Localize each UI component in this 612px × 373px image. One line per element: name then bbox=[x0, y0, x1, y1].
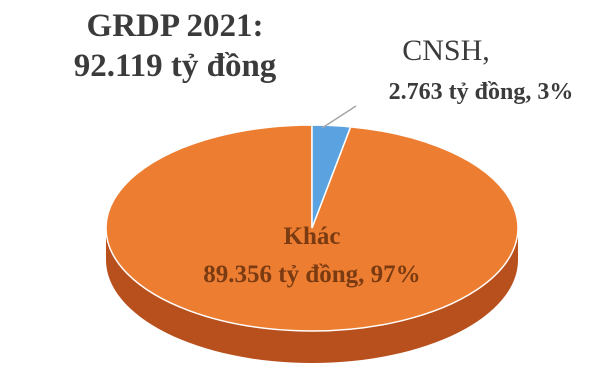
cnsh-label-value: 2.763 tỷ đồng, 3% bbox=[389, 79, 574, 105]
khac-label-name: Khác bbox=[284, 223, 341, 250]
pie-side-wall bbox=[106, 228, 518, 363]
khac-label-value: 89.356 tỷ đồng, 97% bbox=[203, 261, 420, 288]
slice-cnsh bbox=[311, 124, 352, 229]
cnsh-leader-line bbox=[321, 105, 357, 129]
pie-geometry bbox=[105, 124, 519, 363]
chart-title: GRDP 2021: 92.119 tỷ đồng bbox=[50, 6, 300, 86]
chart-title-line-2: 92.119 tỷ đồng bbox=[73, 48, 277, 84]
chart-title-line-1: GRDP 2021: bbox=[86, 8, 264, 44]
cnsh-label-name: CNSH, bbox=[402, 34, 490, 67]
